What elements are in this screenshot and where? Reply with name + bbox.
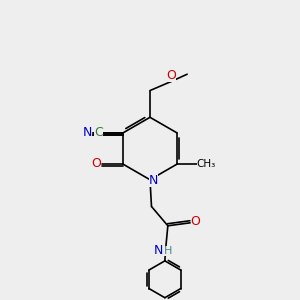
Text: O: O: [190, 215, 200, 228]
Text: H: H: [164, 246, 172, 256]
Text: N: N: [82, 126, 92, 139]
Text: N: N: [154, 244, 164, 257]
Text: O: O: [166, 69, 176, 82]
Text: O: O: [91, 157, 101, 170]
Text: N: N: [149, 173, 158, 187]
Text: CH₃: CH₃: [196, 158, 216, 169]
Text: C: C: [94, 126, 103, 140]
